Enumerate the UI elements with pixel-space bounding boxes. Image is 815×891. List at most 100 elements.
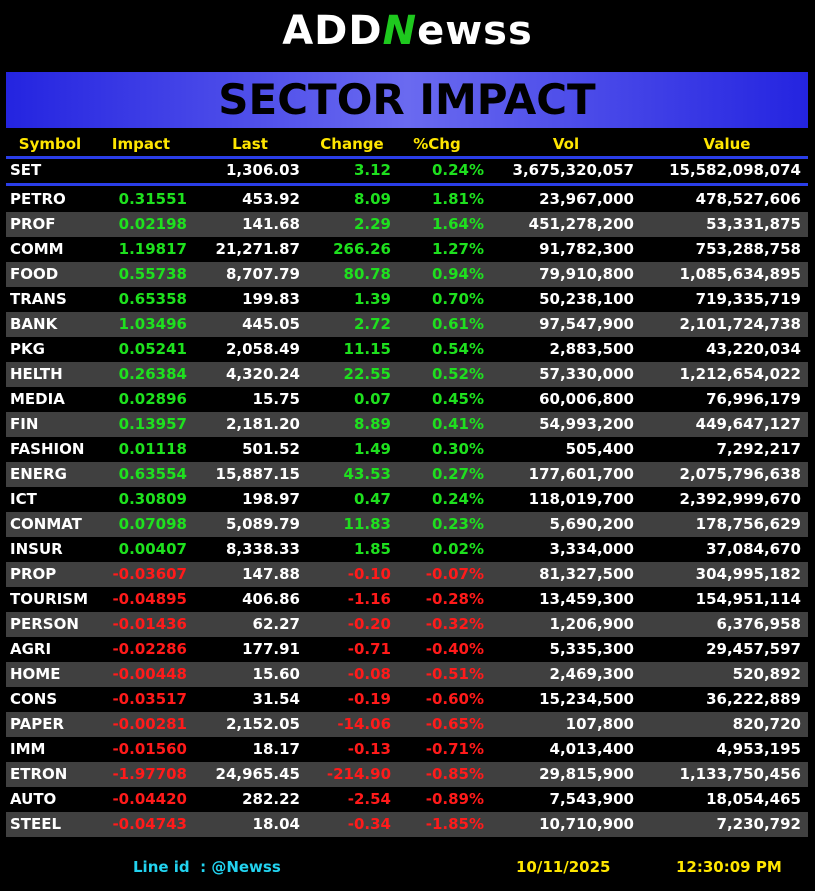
date: 10/11/2025 <box>516 858 611 876</box>
impact: -0.01436 <box>112 615 187 633</box>
vol: 81,327,500 <box>539 565 634 583</box>
table-row <box>6 337 808 362</box>
pct-chg: 0.27% <box>431 465 484 483</box>
pct-chg: -0.51% <box>425 665 484 683</box>
vol: 29,815,900 <box>539 765 634 783</box>
table-row <box>6 712 808 737</box>
change: -0.10 <box>347 565 391 583</box>
table-row <box>6 487 808 512</box>
symbol: TRANS <box>10 290 67 308</box>
pct-chg: -0.32% <box>425 615 484 633</box>
impact: 0.30809 <box>118 490 187 508</box>
impact: -0.01560 <box>112 740 187 758</box>
vol: 57,330,000 <box>539 365 634 383</box>
impact: -0.03517 <box>112 690 187 708</box>
column-header: Last <box>232 135 268 153</box>
table-row <box>6 312 808 337</box>
value: 2,101,724,738 <box>679 315 801 333</box>
change: 0.07 <box>353 390 391 408</box>
symbol: PERSON <box>10 615 79 633</box>
pct-chg: 1.64% <box>431 215 484 233</box>
last: 2,181.20 <box>225 415 300 433</box>
last: 501.52 <box>242 440 300 458</box>
column-header: Symbol <box>18 135 82 153</box>
vol: 97,547,900 <box>539 315 634 333</box>
change: 0.47 <box>353 490 391 508</box>
impact: -0.02286 <box>112 640 187 658</box>
symbol: INSUR <box>10 540 63 558</box>
vol: 60,006,800 <box>539 390 634 408</box>
value: 154,951,114 <box>695 590 801 608</box>
index-pct-chg: 0.24% <box>431 161 484 179</box>
value: 449,647,127 <box>695 415 801 433</box>
impact: -0.04743 <box>112 815 187 833</box>
symbol: TOURISM <box>10 590 89 608</box>
value: 304,995,182 <box>695 565 801 583</box>
last: 147.88 <box>242 565 300 583</box>
vol: 23,967,000 <box>539 190 634 208</box>
change: 266.26 <box>333 240 391 258</box>
symbol: AUTO <box>10 790 57 808</box>
symbol: MEDIA <box>10 390 65 408</box>
pct-chg: 0.23% <box>431 515 484 533</box>
symbol: PROF <box>10 215 56 233</box>
symbol: HOME <box>10 665 61 683</box>
vol: 505,400 <box>565 440 634 458</box>
value: 7,292,217 <box>716 440 801 458</box>
separator <box>6 156 808 159</box>
column-header: Impact <box>111 135 171 153</box>
last: 8,707.79 <box>225 265 300 283</box>
table-row <box>6 637 808 662</box>
vol: 13,459,300 <box>539 590 634 608</box>
symbol: ENERG <box>10 465 67 483</box>
change: 11.83 <box>343 515 391 533</box>
pct-chg: -0.60% <box>425 690 484 708</box>
pct-chg: 0.94% <box>431 265 484 283</box>
last: 177.91 <box>242 640 300 658</box>
last: 406.86 <box>242 590 300 608</box>
last: 141.68 <box>242 215 300 233</box>
impact: 1.19817 <box>118 240 187 258</box>
change: -0.19 <box>347 690 391 708</box>
symbol: PETRO <box>10 190 66 208</box>
change: -0.13 <box>347 740 391 758</box>
pct-chg: 1.81% <box>431 190 484 208</box>
value: 2,075,796,638 <box>679 465 801 483</box>
value: 37,084,670 <box>706 540 801 558</box>
value: 53,331,875 <box>706 215 801 233</box>
last: 18.04 <box>252 815 300 833</box>
impact: -1.97708 <box>112 765 187 783</box>
value: 820,720 <box>732 715 801 733</box>
change: -14.06 <box>337 715 391 733</box>
table-row <box>6 237 808 262</box>
banner-title: SECTOR IMPACT <box>218 75 596 124</box>
impact: 0.02896 <box>118 390 187 408</box>
value: 76,996,179 <box>706 390 801 408</box>
change: -2.54 <box>347 790 391 808</box>
symbol: BANK <box>10 315 58 333</box>
symbol: IMM <box>10 740 46 758</box>
change: 8.09 <box>353 190 391 208</box>
change: 1.49 <box>353 440 391 458</box>
pct-chg: 0.02% <box>431 540 484 558</box>
index-change: 3.12 <box>353 161 391 179</box>
pct-chg: -0.65% <box>425 715 484 733</box>
last: 2,058.49 <box>225 340 300 358</box>
impact: 1.03496 <box>118 315 187 333</box>
change: -0.71 <box>347 640 391 658</box>
impact: 0.01118 <box>118 440 187 458</box>
column-header: Value <box>703 135 751 153</box>
table-row <box>6 537 808 562</box>
impact: 0.00407 <box>118 540 187 558</box>
change: 1.85 <box>353 540 391 558</box>
value: 7,230,792 <box>716 815 801 833</box>
symbol: ICT <box>10 490 37 508</box>
vol: 177,601,700 <box>528 465 634 483</box>
last: 2,152.05 <box>225 715 300 733</box>
pct-chg: 1.27% <box>431 240 484 258</box>
table-row <box>6 587 808 612</box>
change: -1.16 <box>347 590 391 608</box>
pct-chg: 0.30% <box>431 440 484 458</box>
change: 80.78 <box>343 265 391 283</box>
